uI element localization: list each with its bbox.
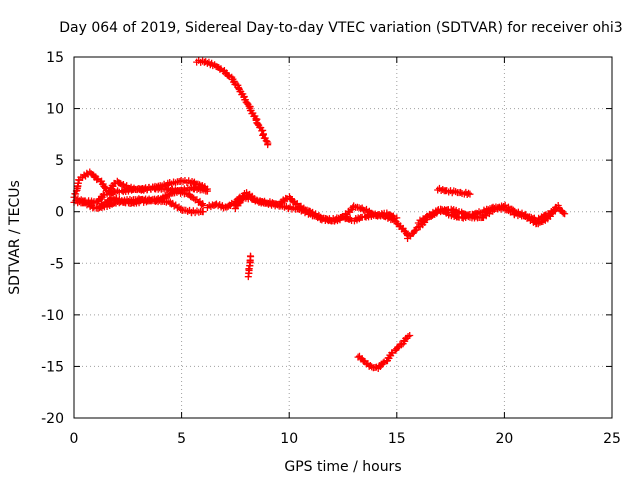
data-point [406, 331, 414, 339]
data-point [254, 120, 262, 128]
data-point [224, 71, 232, 79]
data-point [156, 184, 164, 192]
x-axis-label: GPS time / hours [284, 459, 401, 475]
data-point [404, 333, 412, 341]
series-track-right-2 [414, 202, 562, 228]
y-tick-label: -10 [41, 308, 64, 324]
data-point [466, 190, 474, 198]
series-track-mid-2 [231, 189, 401, 225]
data-point [393, 214, 401, 222]
axis-ticks [73, 56, 613, 419]
data-point [75, 198, 83, 206]
data-point [369, 210, 377, 218]
y-tick-label: -15 [41, 359, 64, 375]
y-tick-label: 15 [46, 50, 64, 66]
data-point [293, 199, 301, 207]
data-point [203, 187, 211, 195]
data-point [139, 184, 147, 192]
data-point [199, 208, 207, 216]
data-point [475, 208, 483, 216]
data-point [465, 189, 473, 197]
series-dip-near-14 [354, 331, 414, 372]
plot-frame [73, 56, 613, 419]
data-point [561, 210, 569, 218]
y-tick-label: 0 [55, 205, 64, 221]
data-point [195, 184, 203, 192]
y-tick-label: -5 [50, 256, 64, 272]
x-tick-label: 25 [603, 431, 621, 447]
series-steep-descent [193, 56, 272, 149]
data-points [70, 56, 569, 372]
y-tick-label: 5 [55, 153, 64, 169]
series-short-17-18 [434, 184, 474, 199]
data-point [264, 141, 272, 149]
y-axis-label: SDTVAR / TECUs [7, 180, 23, 295]
data-point [379, 359, 387, 367]
data-point [240, 193, 248, 201]
data-point [177, 205, 185, 213]
x-tick-label: 20 [495, 431, 513, 447]
chart-title: Day 064 of 2019, Sidereal Day-to-day VTE… [59, 20, 622, 36]
data-point [554, 202, 562, 210]
grid-lines [74, 57, 612, 418]
data-point [199, 202, 207, 210]
series-track-lower-2 [96, 183, 211, 211]
data-point [173, 204, 181, 212]
x-tick-label: 5 [177, 431, 186, 447]
y-tick-label: -20 [41, 411, 64, 427]
x-tick-label: 0 [70, 431, 79, 447]
x-tick-label: 10 [280, 431, 298, 447]
tick-labels: 0 5 10 15 20 25 -20 -15 -10 -5 0 5 10 15 [41, 50, 621, 447]
data-point [298, 205, 306, 213]
x-tick-label: 15 [388, 431, 406, 447]
y-tick-label: 10 [46, 102, 64, 118]
data-point [93, 176, 101, 184]
data-point [416, 216, 424, 224]
data-point [246, 252, 254, 260]
data-point [313, 213, 321, 221]
series-blip-near-8 [244, 252, 255, 281]
data-point [317, 213, 325, 221]
